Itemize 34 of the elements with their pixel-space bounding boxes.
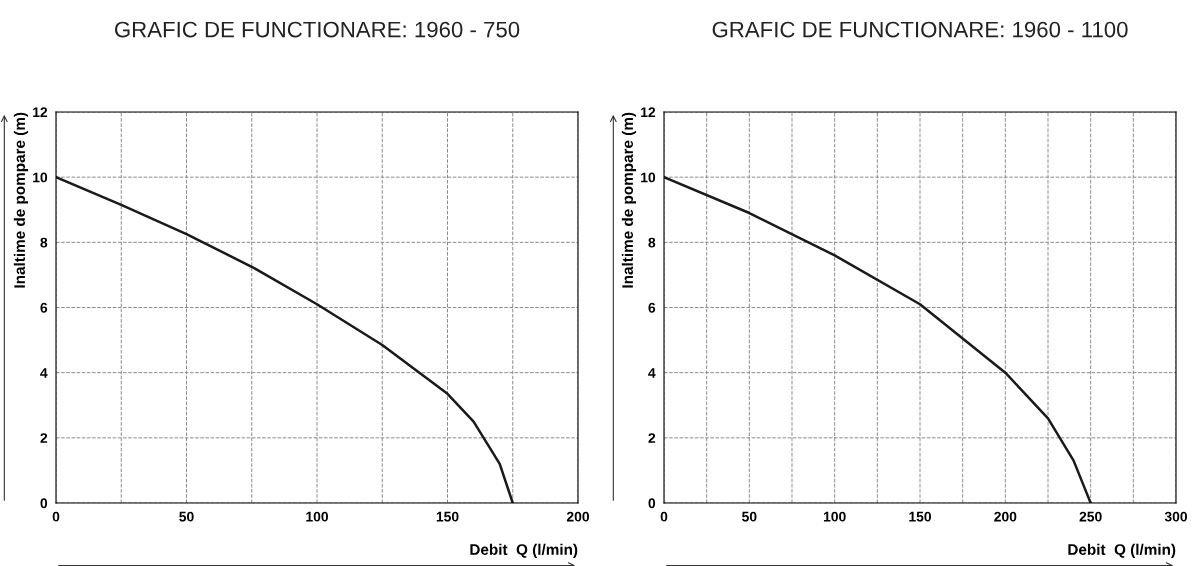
x-axis-title: Debit Q (l/min) (1068, 543, 1176, 558)
y-tick-label: 4 (648, 368, 656, 378)
y-tick-label: 12 (33, 107, 48, 118)
x-tick-label: 150 (436, 511, 459, 522)
y-tick-label: 2 (648, 433, 656, 443)
x-tick-label: 300 (1164, 511, 1188, 522)
x-tick-label: 150 (909, 511, 932, 522)
y-tick-label: 10 (33, 172, 48, 183)
x-tick-label: 50 (742, 511, 757, 522)
x-axis-title: Debit Q (l/min) (470, 543, 578, 558)
x-tick-label: 50 (179, 511, 194, 522)
y-tick-label: 8 (40, 237, 48, 248)
x-tick-label: 200 (994, 511, 1017, 522)
x-tick-label: 0 (660, 511, 668, 522)
y-tick-label: 2 (40, 433, 48, 443)
line-series (664, 175, 1092, 503)
y-tick-label: 4 (40, 368, 48, 378)
chart-title: GRAFIC DE FUNCTIONARE: 1960 - 750 (114, 21, 520, 38)
x-tick-label: 200 (566, 511, 590, 522)
x-tick-label: 100 (823, 511, 846, 522)
x-tick-label: 100 (306, 511, 329, 522)
line-series (56, 175, 514, 503)
x-tick-label: 250 (1079, 511, 1102, 522)
x-tick-label: 0 (52, 511, 60, 522)
y-axis-title: Inaltime de pompare (m) (13, 112, 29, 288)
y-tick-label: 0 (40, 498, 48, 509)
y-tick-label: 12 (641, 107, 656, 118)
y-tick-label: 10 (641, 172, 656, 183)
y-tick-label: 8 (648, 237, 656, 248)
y-axis-title: Inaltime de pompare (m) (621, 112, 637, 288)
y-tick-label: 0 (648, 498, 656, 509)
y-tick-label: 6 (40, 302, 48, 313)
chart-title: GRAFIC DE FUNCTIONARE: 1960 - 1100 (712, 21, 1128, 38)
y-tick-label: 6 (648, 302, 656, 313)
